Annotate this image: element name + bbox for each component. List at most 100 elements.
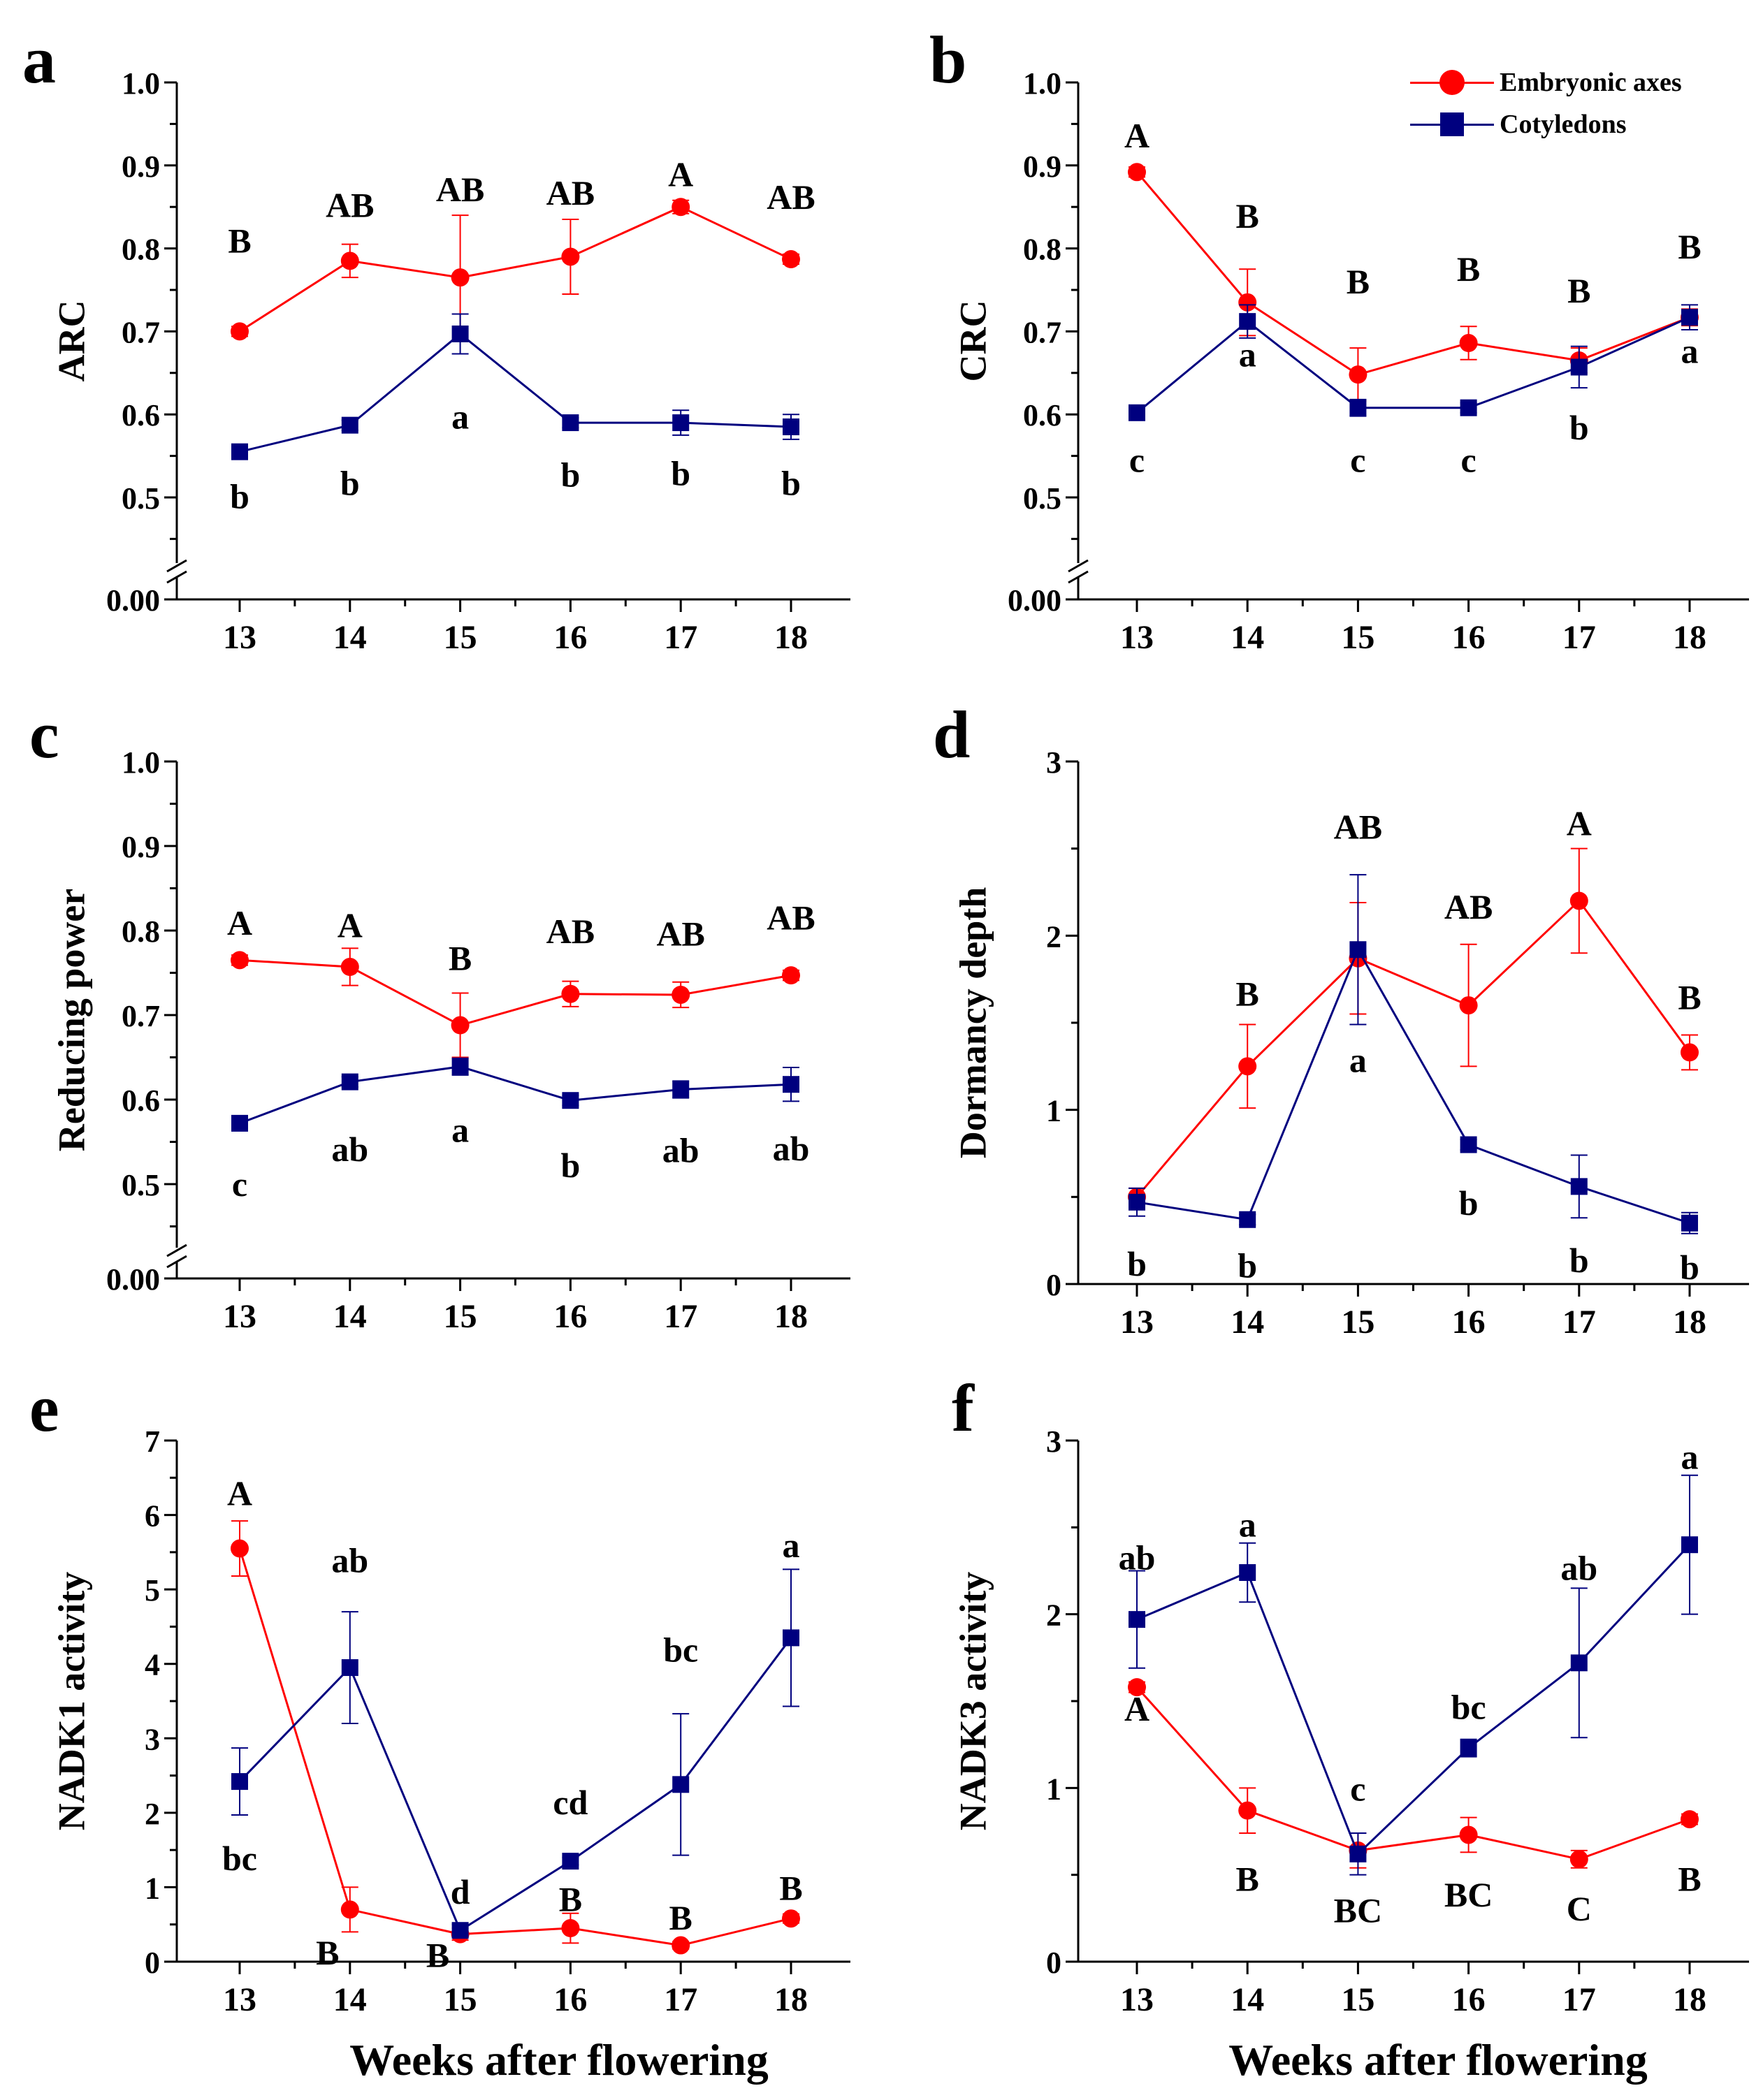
- panel-f-point-embryonic-axes: [1459, 1825, 1478, 1844]
- panel-c-y-tick-label: 0.7: [122, 999, 160, 1033]
- legend-swatch-embryonic-axes: [1410, 61, 1494, 103]
- panel-a-sig-letter-embryonic-axes: AB: [546, 173, 595, 212]
- panel-c-point-embryonic-axes: [451, 1016, 470, 1035]
- panel-e-x-tick-label: 15: [444, 1981, 477, 2018]
- panel-e-point-embryonic-axes: [340, 1900, 359, 1919]
- panel-e-y-tick-label: 0: [145, 1946, 160, 1980]
- panel-f-sig-letter-embryonic-axes: C: [1567, 1889, 1592, 1928]
- panel-c-x-tick-label: 14: [333, 1298, 367, 1335]
- panel-d-point-embryonic-axes: [1238, 1057, 1257, 1076]
- panel-e-y-tick-label: 4: [145, 1648, 160, 1682]
- panel-f-sig-letter-cotyledons: ab: [1560, 1549, 1597, 1588]
- panel-d-sig-letter-embryonic-axes: B: [1236, 975, 1259, 1014]
- panel-f-sig-letter-embryonic-axes: A: [1124, 1689, 1149, 1728]
- panel-e: 7 6 5 4 3 2 1 0 13 14 15 16 17 18 NADK1 activity A B B B B B…: [50, 1424, 850, 2018]
- panel-a-sig-letter-embryonic-axes: AB: [326, 186, 374, 225]
- panel-e-sig-letter-cotyledons: cd: [553, 1783, 588, 1822]
- panel-b-y-tick-label: 1.0: [1023, 66, 1061, 101]
- panel-c-y-tick-label-zero: 0.00: [106, 1262, 160, 1297]
- panel-e-x-tick-label: 16: [553, 1981, 587, 2018]
- panel-b-axis-break-mark-2: [1068, 570, 1089, 584]
- panel-a-sig-letter-cotyledons: b: [340, 464, 360, 503]
- panel-c-x-tick-label: 17: [664, 1298, 697, 1335]
- panel-b-sig-letter-embryonic-axes: B: [1678, 227, 1701, 266]
- panel-b-sig-letter-cotyledons: c: [1460, 440, 1476, 479]
- panel-a-point-embryonic-axes: [672, 198, 690, 217]
- panel-b-sig-letter-embryonic-axes: B: [1236, 196, 1259, 235]
- panel-b-point-embryonic-axes: [1128, 163, 1146, 182]
- panel-b-y-axis-label: CRC: [952, 300, 994, 382]
- panel-f-y-axis-label: NADK3 activity: [952, 1572, 994, 1830]
- panel-c-sig-letter-cotyledons: b: [560, 1146, 580, 1185]
- panel-c-y-tick-label: 1.0: [122, 745, 160, 780]
- panel-f-point-cotyledons: [1129, 1611, 1145, 1628]
- panel-e-sig-letter-cotyledons: bc: [222, 1839, 257, 1878]
- legend: Embryonic axes Cotyledons: [1410, 61, 1682, 145]
- panel-f-sig-letter-embryonic-axes: B: [1236, 1860, 1259, 1899]
- panel-f-x-tick-label: 16: [1452, 1981, 1486, 2018]
- panel-c-y-tick-label: 0.6: [122, 1084, 160, 1118]
- panel-a-sig-letter-cotyledons: b: [230, 477, 249, 516]
- panel-a-sig-letter-cotyledons: a: [451, 398, 469, 437]
- panel-d-x-tick-label: 16: [1452, 1304, 1486, 1341]
- panel-a-point-cotyledons: [451, 325, 469, 342]
- panel-e-sig-letter-cotyledons: d: [451, 1872, 470, 1911]
- panel-d-line-cotyledons: [1136, 947, 1690, 1225]
- panel-b-point-cotyledons: [1570, 358, 1588, 376]
- panel-d-line-embryonic-axes: [1136, 899, 1691, 1198]
- panel-d-y-axis-label: Dormancy depth: [952, 887, 994, 1159]
- panel-e-sig-letter-embryonic-axes: A: [227, 1474, 252, 1513]
- panel-f-point-cotyledons: [1349, 1845, 1367, 1862]
- panel-e-point-embryonic-axes: [231, 1539, 249, 1558]
- panel-letter-d: d: [933, 697, 971, 772]
- panel-b-point-cotyledons: [1129, 404, 1145, 421]
- panel-c-point-cotyledons: [562, 1092, 579, 1109]
- panel-f-point-embryonic-axes: [1681, 1810, 1699, 1829]
- panel-d-sig-letter-embryonic-axes: A: [1567, 803, 1592, 843]
- panel-c-point-embryonic-axes: [231, 951, 249, 970]
- panel-d-point-cotyledons: [1570, 1178, 1588, 1195]
- panel-f-sig-letter-cotyledons: bc: [1451, 1687, 1486, 1726]
- panel-letter-f: f: [952, 1371, 974, 1445]
- panel-c-point-cotyledons: [783, 1076, 799, 1093]
- panel-d-sig-letter-cotyledons: a: [1349, 1040, 1367, 1079]
- panel-b-point-cotyledons: [1349, 399, 1367, 416]
- panel-f-point-cotyledons: [1570, 1654, 1588, 1672]
- panel-a-line-cotyledons: [239, 333, 792, 453]
- panel-a-x-tick-label: 13: [223, 619, 256, 656]
- panel-a-point-cotyledons: [783, 418, 799, 436]
- panel-c-point-cotyledons: [672, 1081, 690, 1098]
- panel-d-point-cotyledons: [1349, 941, 1367, 958]
- panel-b-y-tick-label-zero: 0.00: [1008, 583, 1061, 618]
- panel-e-point-cotyledons: [451, 1922, 469, 1939]
- panel-a-sig-letter-embryonic-axes: B: [228, 221, 251, 261]
- panel-c-y-tick-label: 0.8: [122, 914, 160, 949]
- panel-c-point-embryonic-axes: [561, 984, 580, 1003]
- panel-e-point-cotyledons: [783, 1629, 799, 1647]
- panel-c-sig-letter-cotyledons: c: [232, 1165, 247, 1204]
- panel-e-y-tick-label: 2: [145, 1797, 160, 1831]
- panel-b-point-cotyledons: [1239, 313, 1256, 330]
- panel-f-sig-letter-cotyledons: a: [1681, 1437, 1699, 1476]
- panel-f-y-tick-label: 0: [1046, 1946, 1061, 1980]
- panel-b-point-embryonic-axes: [1238, 293, 1257, 312]
- panel-f-point-cotyledons: [1239, 1563, 1256, 1581]
- panel-b-point-embryonic-axes: [1349, 365, 1367, 384]
- panel-letter-b: b: [929, 22, 967, 97]
- panel-e-sig-letter-cotyledons: ab: [331, 1541, 368, 1580]
- panel-b-x-tick-label: 16: [1452, 619, 1486, 656]
- panel-b-sig-letter-embryonic-axes: A: [1124, 116, 1149, 155]
- panel-d-sig-letter-cotyledons: b: [1127, 1244, 1147, 1283]
- panel-c-sig-letter-embryonic-axes: AB: [546, 912, 595, 951]
- panel-d-point-cotyledons: [1239, 1211, 1256, 1228]
- panel-e-x-tick-label: 18: [774, 1981, 808, 2018]
- panel-f-sig-letter-cotyledons: a: [1239, 1505, 1256, 1544]
- panel-c-axis-break-mark-1: [166, 1244, 187, 1257]
- panel-b-point-cotyledons: [1460, 399, 1477, 416]
- panel-a-sig-letter-cotyledons: b: [671, 453, 690, 493]
- panel-b-x-tick-label: 17: [1562, 619, 1596, 656]
- panel-d-point-embryonic-axes: [1569, 891, 1588, 910]
- panel-a-axis-break-mark-2: [166, 570, 187, 584]
- panel-d-point-embryonic-axes: [1681, 1043, 1699, 1062]
